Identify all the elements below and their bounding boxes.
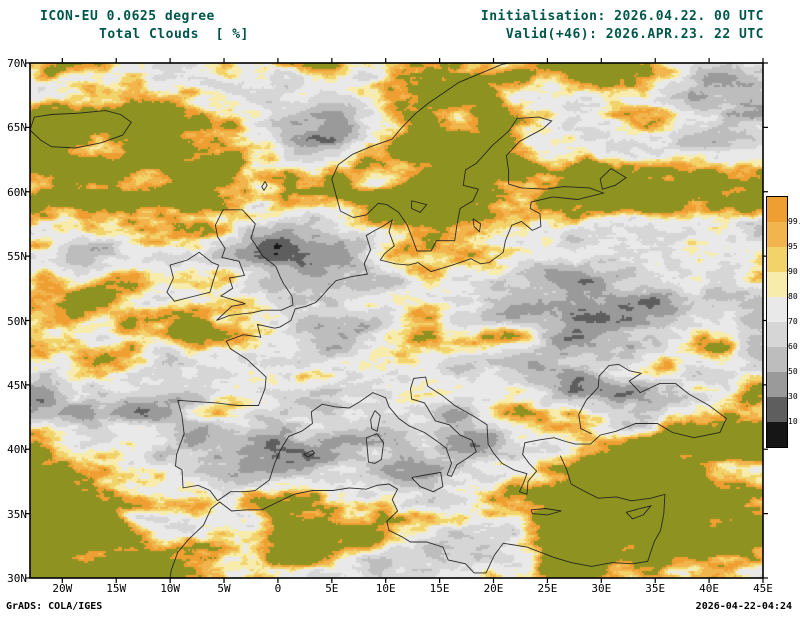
lat-label: 70N	[7, 57, 27, 70]
model-title: ICON-EU 0.0625 degree	[40, 9, 215, 24]
colorbar-label: 99.5	[788, 217, 800, 226]
lon-label: 15E	[429, 582, 450, 595]
lon-label: 40E	[699, 582, 720, 595]
parameter-title: Total Clouds [ %]	[99, 27, 249, 42]
colorbar-segment	[767, 422, 787, 447]
lon-label: 25E	[537, 582, 558, 595]
lon-label: 5E	[325, 582, 339, 595]
colorbar-segment	[767, 272, 787, 297]
colorbar-segment	[767, 347, 787, 372]
colorbar-label: 50	[788, 367, 798, 376]
lon-label: 10E	[375, 582, 396, 595]
lon-label: 15W	[106, 582, 127, 595]
colorbar-label: 80	[788, 292, 798, 301]
lon-label: 45E	[753, 582, 773, 595]
cloud-cover-raster	[30, 63, 763, 578]
initialisation-time: Initialisation: 2026.04.22. 00 UTC	[480, 9, 764, 24]
colorbar-label: 10	[788, 417, 798, 426]
creation-timestamp: 2026-04-22-04:24	[695, 601, 792, 612]
lon-label: 0	[274, 582, 282, 595]
colorbar-label: 90	[788, 267, 798, 276]
colorbar-segment	[767, 222, 787, 247]
lat-label: 30N	[7, 572, 27, 585]
lat-label: 65N	[7, 121, 27, 135]
colorbar-segment	[767, 247, 787, 272]
colorbar-label: 70	[788, 317, 798, 326]
lon-label: 20W	[52, 582, 73, 595]
lat-label: 40N	[7, 443, 27, 457]
grads-credit: GrADS: COLA/IGES	[6, 601, 103, 612]
lat-label: 60N	[7, 185, 27, 199]
lon-label: 30E	[591, 582, 612, 595]
lat-label: 35N	[7, 507, 27, 521]
lat-label: 55N	[7, 250, 27, 264]
lat-label: 50N	[7, 314, 27, 328]
valid-time: Valid(+46): 2026.APR.23. 22 UTC	[505, 27, 764, 42]
colorbar-segment	[767, 397, 787, 422]
colorbar-segment	[767, 322, 787, 347]
colorbar-label: 95	[788, 242, 798, 251]
colorbar-label: 60	[788, 342, 798, 351]
colorbar-label: 30	[788, 392, 798, 401]
colorbar-segment	[767, 372, 787, 397]
lat-label: 45N	[7, 378, 27, 392]
colorbar	[766, 196, 788, 448]
colorbar-segment	[767, 297, 787, 322]
lon-label: 10W	[160, 582, 181, 595]
colorbar-segment	[767, 197, 787, 222]
lon-label: 5W	[217, 582, 231, 595]
lon-label: 35E	[645, 582, 666, 595]
lon-label: 20E	[483, 582, 504, 595]
